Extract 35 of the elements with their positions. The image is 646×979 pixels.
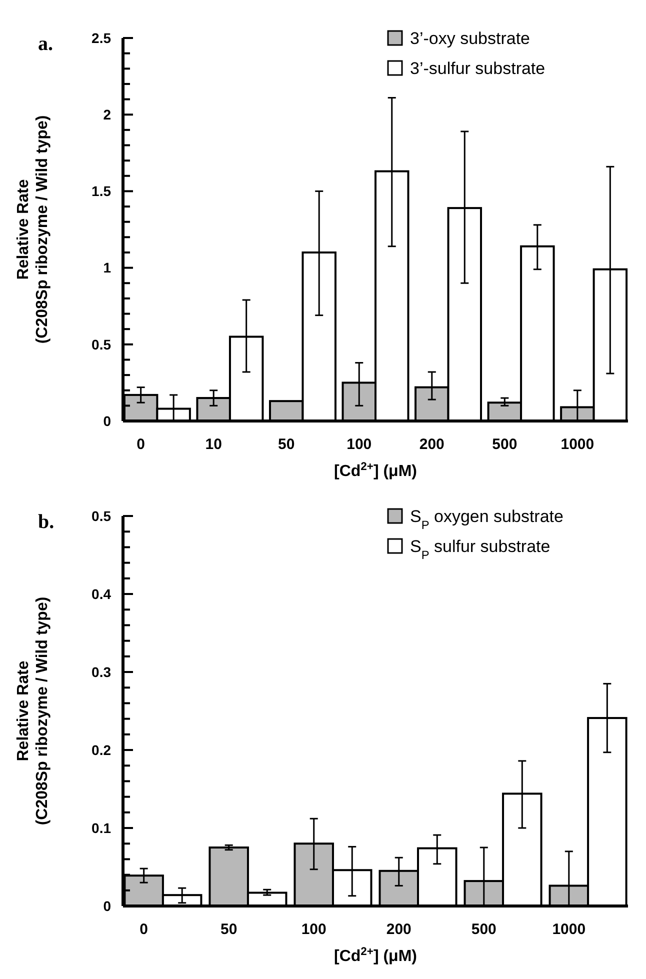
y-tick-label: 0 <box>103 412 112 429</box>
y-tick-label: 0.3 <box>92 664 112 680</box>
y-tick-label: 0.4 <box>92 586 112 602</box>
legend-label: 3’-oxy substrate <box>410 28 530 48</box>
legend-label: 3’-sulfur substrate <box>410 58 546 78</box>
x-axis-title: [Cd$^{2+}$] (μM) <box>334 946 417 965</box>
chart-title: a. <box>38 33 53 55</box>
x-tick-label: 50 <box>278 436 295 453</box>
y-tick-label: 1.5 <box>92 183 112 200</box>
x-tick-label: 1000 <box>552 921 586 938</box>
y-axis-title: Relative Rate (C208Sp ribozyme / Wild type) <box>15 596 51 826</box>
y-tick-label: 0 <box>103 898 112 914</box>
x-tick-label: 200 <box>419 436 444 453</box>
x-tick-label: 500 <box>471 921 496 938</box>
x-tick-label: 500 <box>492 436 518 453</box>
x-axis-title: [Cd$^{2+}$] (μM) <box>334 461 417 480</box>
y-tick-label: 2 <box>103 106 112 122</box>
x-tick-label: 1000 <box>560 436 594 453</box>
x-tick-label: 100 <box>346 436 372 453</box>
y-tick-label: 0.1 <box>92 820 112 836</box>
legend-label: S$_{P}$ sulfur substrate <box>410 536 550 562</box>
x-tick-label: 10 <box>205 436 222 453</box>
y-tick-label: 1 <box>103 260 112 276</box>
x-tick-label: 50 <box>220 921 238 938</box>
y-axis-title: Relative Rate (C208Sp ribozyme / Wild type) <box>15 115 51 344</box>
y-tick-label: 2.5 <box>92 30 112 46</box>
y-tick-label: 0.2 <box>92 742 112 758</box>
x-tick-label: 200 <box>386 921 412 938</box>
legend-label: S$_{P}$ oxygen substrate <box>410 506 564 532</box>
y-tick-label: 0.5 <box>92 508 112 524</box>
x-tick-label: 100 <box>301 921 326 938</box>
chart-title: b. <box>38 511 54 533</box>
x-tick-label: 0 <box>140 921 148 938</box>
x-tick-label: 0 <box>136 436 145 453</box>
y-tick-label: 0.5 <box>92 336 112 352</box>
